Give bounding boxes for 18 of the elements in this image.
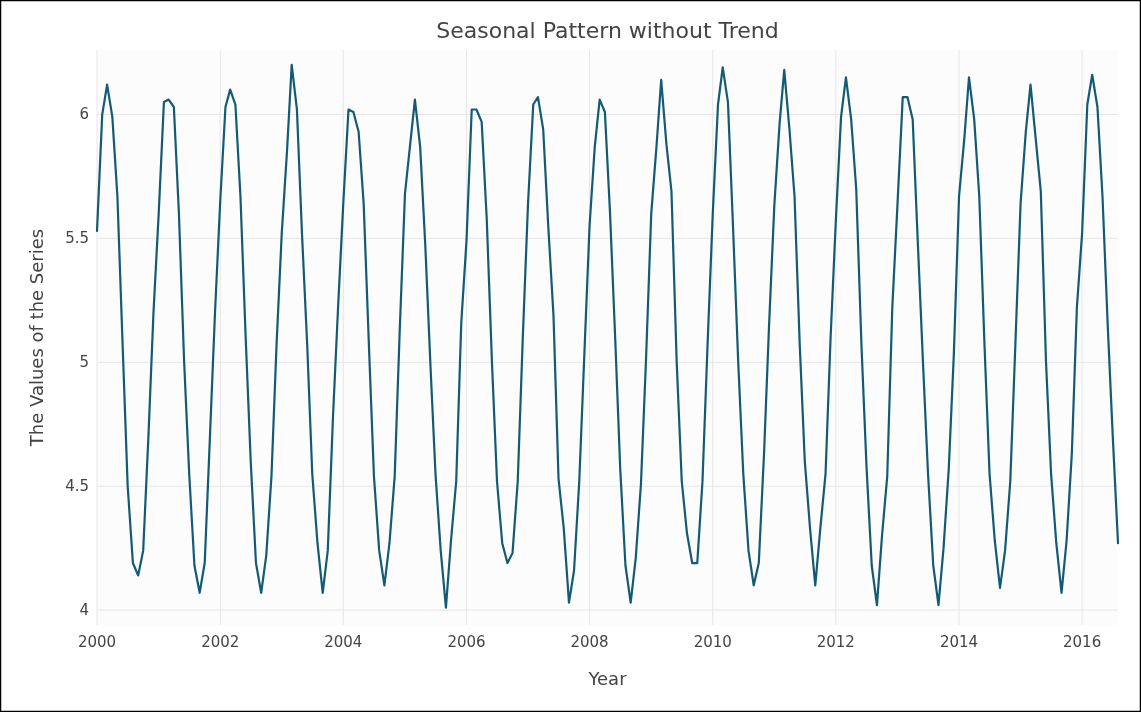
line-series — [95, 63, 1120, 609]
x-tick-label: 2002 — [201, 633, 240, 651]
x-tick-label: 2000 — [77, 633, 117, 651]
y-tick-label: 4 — [79, 601, 89, 620]
y-tick-label: 5.5 — [65, 229, 89, 248]
x-tick-label: 2008 — [570, 633, 609, 651]
x-tick-label: 2016 — [1063, 633, 1102, 651]
x-tick-label: 2012 — [816, 633, 855, 651]
x-axis-title: Year — [587, 668, 628, 689]
y-tick-label: 5 — [79, 353, 89, 372]
x-tick-label: 2004 — [324, 633, 363, 651]
x-tick-label: 2014 — [939, 633, 979, 651]
x-tick-label: 2010 — [693, 633, 732, 651]
y-axis-title: The Values of the Series — [26, 228, 47, 448]
y-tick-label: 4.5 — [65, 477, 89, 496]
chart-title: Seasonal Pattern without Trend — [436, 18, 779, 43]
x-tick-label: 2006 — [447, 633, 486, 651]
y-tick-label: 6 — [79, 105, 89, 124]
